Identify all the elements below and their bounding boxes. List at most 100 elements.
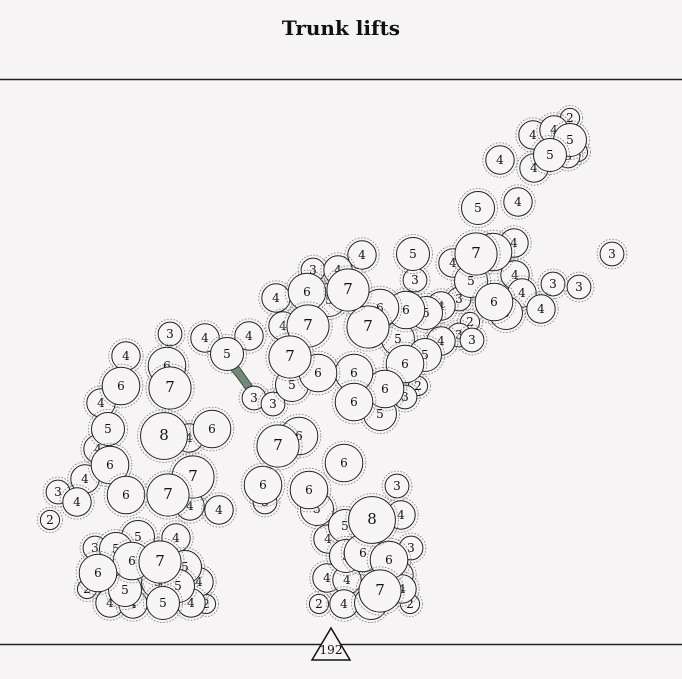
node-label: 4 bbox=[514, 195, 522, 209]
node-label: 2 bbox=[414, 379, 422, 393]
node-label: 3 bbox=[54, 485, 62, 499]
node-label: 4 bbox=[215, 503, 223, 517]
node-circle bbox=[78, 553, 118, 593]
node-label: 5 bbox=[376, 407, 384, 421]
node-circle bbox=[461, 191, 495, 225]
node-label: 5 bbox=[181, 560, 189, 574]
node-halo bbox=[321, 440, 367, 486]
node-label: 4 bbox=[511, 268, 519, 282]
node-n6: 5 bbox=[530, 135, 570, 175]
node-label: 4 bbox=[334, 263, 342, 277]
chart-title: Trunk lifts bbox=[281, 16, 401, 40]
node-label: 6 bbox=[359, 546, 367, 560]
node-n10: 5 bbox=[458, 188, 498, 228]
node-label: 4 bbox=[172, 531, 180, 545]
node-n86: 6 bbox=[240, 462, 286, 508]
node-label: 6 bbox=[490, 295, 498, 309]
node-label: 3 bbox=[575, 280, 583, 294]
node-label: 7 bbox=[155, 552, 165, 570]
node-halo bbox=[323, 265, 373, 315]
node-label: 4 bbox=[187, 596, 195, 610]
node-circle bbox=[256, 424, 300, 468]
node-label: 6 bbox=[106, 458, 114, 472]
node-label: 4 bbox=[186, 499, 194, 513]
node-label: 4 bbox=[97, 396, 105, 410]
node-circle bbox=[210, 337, 244, 371]
node-label: 3 bbox=[250, 391, 258, 405]
node-circle bbox=[308, 593, 330, 615]
node-halo bbox=[344, 237, 380, 273]
node-label: 3 bbox=[468, 333, 476, 347]
node-halo bbox=[249, 486, 281, 518]
node-label: 4 bbox=[106, 596, 114, 610]
node-circle bbox=[138, 540, 182, 584]
node-label: 6 bbox=[385, 553, 393, 567]
node-label: 6 bbox=[314, 366, 322, 380]
node-circle bbox=[599, 241, 625, 267]
node-label: 6 bbox=[350, 366, 358, 380]
node-n8: 4 bbox=[482, 142, 518, 178]
node-halo bbox=[389, 381, 421, 413]
node-circle bbox=[62, 487, 92, 517]
node-circle bbox=[146, 473, 190, 517]
node-n98: 6 bbox=[366, 537, 412, 583]
node-label: 4 bbox=[195, 575, 203, 589]
node-circle bbox=[485, 145, 515, 175]
node-label: 7 bbox=[188, 467, 198, 485]
node-n83: 7 bbox=[143, 470, 193, 520]
node-n85: 4 bbox=[201, 492, 237, 528]
node-circle bbox=[101, 366, 141, 406]
node-label: 7 bbox=[273, 436, 283, 454]
node-label: 5 bbox=[174, 579, 182, 593]
node-label: 6 bbox=[376, 301, 384, 315]
node-label: 3 bbox=[455, 292, 463, 306]
node-halo bbox=[345, 493, 399, 547]
node-circle bbox=[384, 473, 410, 499]
node-n67: 7 bbox=[145, 363, 195, 413]
node-label: 6 bbox=[259, 478, 267, 492]
node-label: 8 bbox=[367, 510, 377, 528]
node-label: 2 bbox=[46, 513, 54, 527]
node-halo bbox=[59, 484, 95, 520]
node-circle bbox=[324, 443, 364, 483]
node-halo bbox=[201, 492, 237, 528]
node-circle bbox=[90, 445, 130, 485]
node-label: 3 bbox=[91, 541, 99, 555]
node-n11: 4 bbox=[500, 184, 536, 220]
node-halo bbox=[443, 283, 475, 315]
node-label: 7 bbox=[165, 378, 175, 396]
node-label: 4 bbox=[81, 472, 89, 486]
node-halo bbox=[168, 452, 218, 502]
node-label: 4 bbox=[437, 334, 445, 348]
node-circle bbox=[268, 335, 312, 379]
node-label: 4 bbox=[279, 319, 287, 333]
node-circle bbox=[243, 465, 283, 505]
node-n55: 7 bbox=[265, 332, 315, 382]
node-label: 5 bbox=[474, 201, 482, 215]
node-circle bbox=[533, 138, 567, 172]
node-label: 4 bbox=[245, 329, 253, 343]
node-halo bbox=[451, 229, 501, 279]
node-halo bbox=[231, 318, 267, 354]
node-n81: 4 bbox=[59, 484, 95, 520]
node-halo bbox=[471, 279, 517, 325]
node-circle bbox=[346, 305, 390, 349]
node-label: 6 bbox=[402, 303, 410, 317]
node-label: 4 bbox=[358, 248, 366, 262]
node-label: 5 bbox=[104, 422, 112, 436]
node-label: 5 bbox=[566, 133, 574, 147]
node-halo bbox=[283, 301, 333, 351]
node-label: 4 bbox=[272, 291, 280, 305]
node-label: 6 bbox=[208, 422, 216, 436]
node-circle bbox=[474, 282, 514, 322]
node-halo bbox=[393, 234, 433, 274]
node-halo bbox=[36, 506, 64, 534]
node-n64: 4 bbox=[108, 338, 144, 374]
node-circle bbox=[503, 187, 533, 217]
node-label: 4 bbox=[201, 331, 209, 345]
node-label: 2 bbox=[566, 111, 574, 125]
node-label: 6 bbox=[117, 379, 125, 393]
node-halo bbox=[552, 140, 584, 172]
node-label: 5 bbox=[159, 596, 167, 610]
